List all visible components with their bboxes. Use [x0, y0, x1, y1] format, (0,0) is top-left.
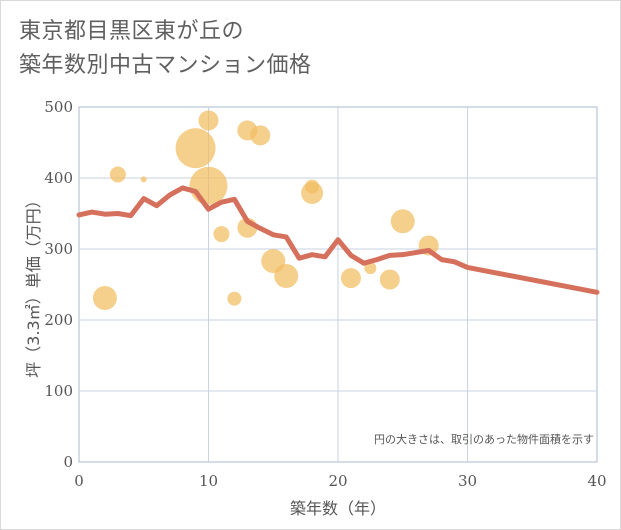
bubble-point: [175, 128, 216, 169]
bubble-point: [198, 110, 219, 131]
bubble-point: [140, 176, 147, 183]
y-tick-label: 100: [44, 382, 73, 400]
x-axis-label: 築年数（年）: [290, 499, 386, 518]
y-tick-label: 500: [44, 98, 73, 116]
x-tick-label: 30: [458, 472, 477, 490]
bubble-point: [189, 166, 228, 205]
y-tick-label: 400: [44, 169, 73, 187]
bubble-point: [274, 263, 299, 288]
bubbles: [92, 110, 439, 310]
x-tick-label: 40: [587, 472, 606, 490]
bubble-point: [250, 125, 271, 146]
bubble-point: [340, 268, 361, 289]
grid: [78, 106, 598, 463]
trend-line-group: [76, 185, 600, 295]
bubble-point: [390, 209, 415, 234]
bubble-point: [379, 269, 400, 290]
x-tick-label: 10: [199, 472, 218, 490]
trend-line: [76, 185, 600, 295]
y-tick-label: 0: [63, 453, 73, 471]
x-tick-label: 0: [74, 472, 84, 490]
y-tick-label: 300: [44, 240, 73, 258]
y-tick-label: 200: [44, 311, 73, 329]
bubble-point: [364, 262, 377, 275]
chart-title: 東京都目黒区東が丘の 築年数別中古マンション価格: [19, 15, 312, 83]
bubble-point: [301, 181, 324, 204]
y-axis-label: 坪（3.3㎡）単価（万円）: [24, 192, 43, 377]
x-tick-label: 20: [328, 472, 347, 490]
bubble-point: [92, 285, 117, 310]
bubble-point: [109, 166, 126, 183]
bubble-point: [213, 226, 230, 243]
size-note: 円の大きさは、取引のあった物件面積を示す: [374, 432, 594, 446]
bubble-point: [227, 291, 242, 306]
chart-title-line1: 東京都目黒区東が丘の: [19, 19, 245, 44]
chart-title-line2: 築年数別中古マンション価格: [19, 53, 312, 78]
